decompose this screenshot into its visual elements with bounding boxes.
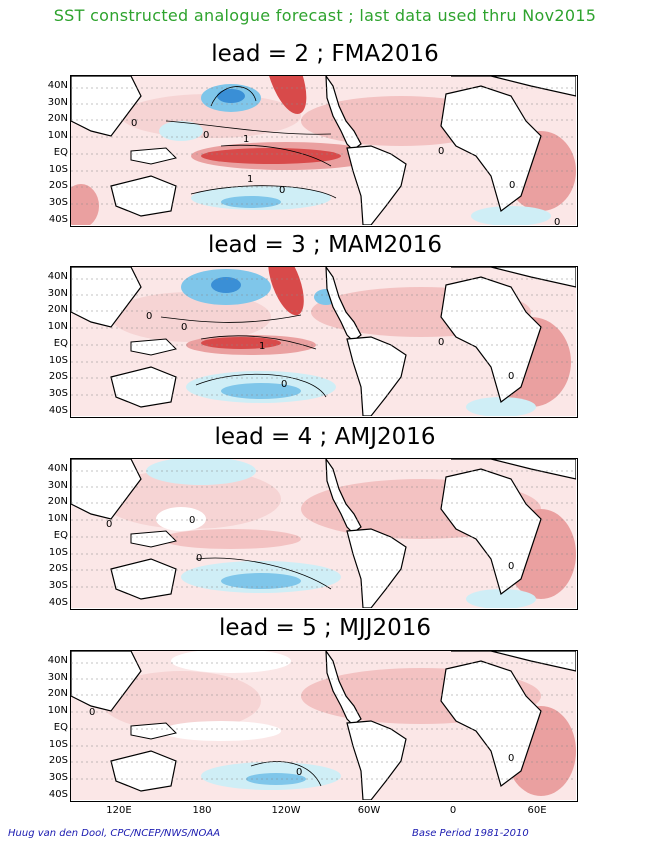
lon-label: 120E: [106, 805, 132, 816]
lat-label: 40S: [48, 214, 68, 225]
lat-label: 30N: [47, 97, 68, 108]
lat-label: 10N: [47, 513, 68, 524]
contour-label: 0: [131, 118, 137, 129]
map-panel-4: 0 0 0: [70, 650, 578, 802]
lat-label: 40S: [48, 597, 68, 608]
lat-label: 20S: [48, 755, 68, 766]
credit-base-period: Base Period 1981-2010: [412, 828, 529, 839]
panel-title-3: lead = 4 ; AMJ2016: [214, 424, 436, 450]
lat-label: EQ: [53, 722, 68, 733]
contour-label: 0: [508, 371, 514, 382]
lat-label: 10N: [47, 705, 68, 716]
lon-label: 0: [449, 805, 457, 816]
contour-label: 0: [279, 185, 285, 196]
lat-label: EQ: [53, 147, 68, 158]
lat-label: 10S: [48, 739, 68, 750]
contour-label: 0: [508, 561, 514, 572]
lat-label: 20S: [48, 180, 68, 191]
lat-label: 20S: [48, 371, 68, 382]
lat-label: 10N: [47, 321, 68, 332]
lat-label: 30N: [47, 480, 68, 491]
panel-title-4: lead = 5 ; MJJ2016: [218, 615, 432, 641]
lat-label: 20S: [48, 563, 68, 574]
contour-label: 0: [189, 515, 195, 526]
contour-label: 0: [554, 217, 560, 225]
lat-label: 40S: [48, 405, 68, 416]
lat-label: EQ: [53, 530, 68, 541]
lat-label: 20N: [47, 113, 68, 124]
lon-label: 120W: [271, 805, 301, 816]
lat-label: 20N: [47, 496, 68, 507]
lat-label: 30N: [47, 672, 68, 683]
lon-label: 60W: [357, 805, 381, 816]
contour-label: 0: [438, 337, 444, 348]
map-panel-1: 0 0 1 1 0 0 0 0: [70, 75, 578, 227]
contour-label: 0: [509, 180, 515, 191]
map-panel-2: 0 0 1 0 0 0: [70, 266, 578, 418]
map-panel-3: 0 0 0 0: [70, 458, 578, 610]
lat-label: 30N: [47, 288, 68, 299]
lat-label: 10S: [48, 355, 68, 366]
credit-author: Huug van den Dool, CPC/NCEP/NWS/NOAA: [8, 828, 221, 839]
lat-label: 40N: [47, 271, 68, 282]
contour-label: 0: [146, 311, 152, 322]
lat-label: 20N: [47, 304, 68, 315]
panel-title-2: lead = 3 ; MAM2016: [207, 232, 443, 258]
lat-label: 40N: [47, 655, 68, 666]
lat-label: 20N: [47, 688, 68, 699]
contour-label: 0: [281, 379, 287, 390]
contour-label: 1: [247, 174, 253, 185]
lon-label: 180: [192, 805, 212, 816]
lat-label: 10N: [47, 130, 68, 141]
contour-label: 1: [259, 341, 265, 352]
page-title: SST constructed analogue forecast ; last…: [53, 6, 597, 25]
contour-label: 1: [243, 134, 249, 145]
lat-label: 30S: [48, 772, 68, 783]
lon-label: 60E: [527, 805, 547, 816]
lat-label: 30S: [48, 388, 68, 399]
contour-label: 0: [196, 553, 202, 564]
lat-label: 10S: [48, 547, 68, 558]
contour-label: 0: [203, 130, 209, 141]
lat-label: 40S: [48, 789, 68, 800]
contour-label: 0: [89, 707, 95, 718]
contour-label: 0: [508, 753, 514, 764]
lat-label: 30S: [48, 197, 68, 208]
panel-title-1: lead = 2 ; FMA2016: [211, 41, 439, 67]
lat-label: 40N: [47, 80, 68, 91]
lat-label: 40N: [47, 463, 68, 474]
lat-label: 30S: [48, 580, 68, 591]
contour-label: 0: [181, 322, 187, 333]
contour-label: 0: [296, 767, 302, 778]
lat-label: 10S: [48, 164, 68, 175]
lat-label: EQ: [53, 338, 68, 349]
contour-label: 0: [106, 519, 112, 530]
contour-label: 0: [438, 146, 444, 157]
